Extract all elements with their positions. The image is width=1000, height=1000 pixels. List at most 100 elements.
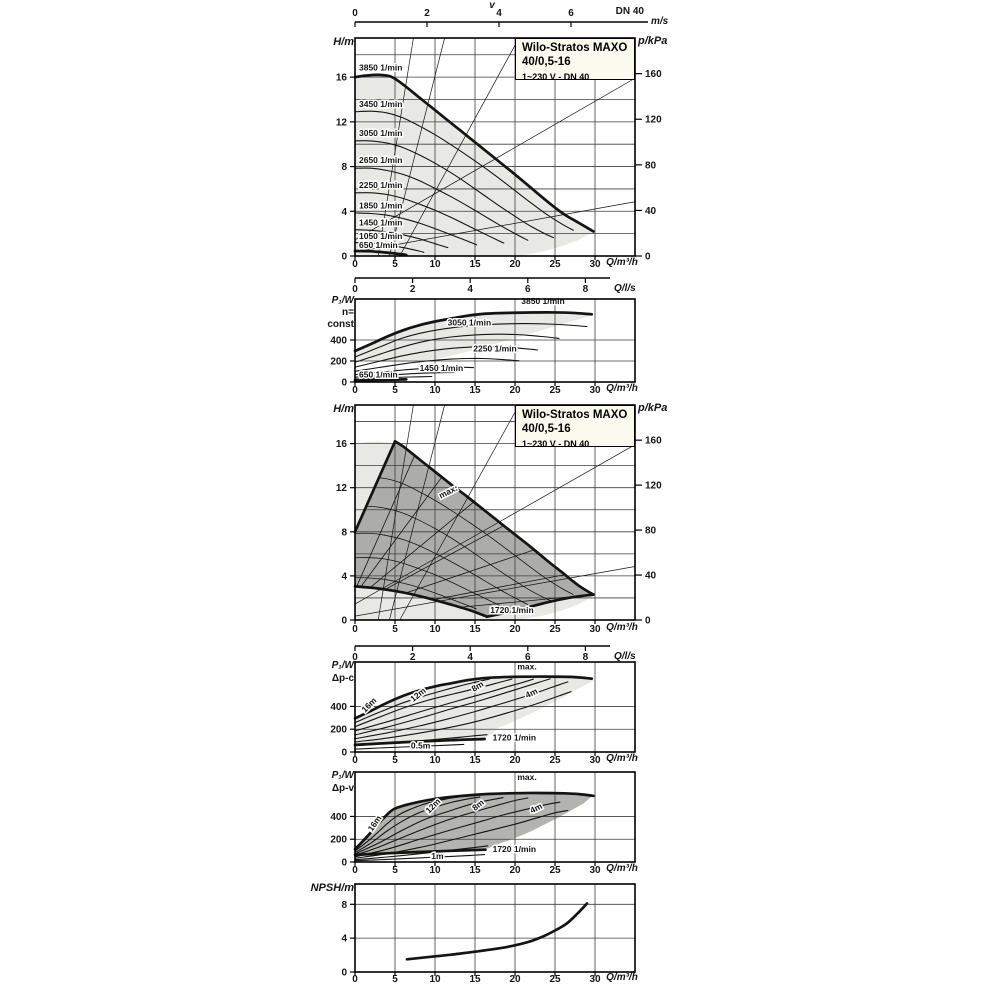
ls-tick-label: 6 bbox=[525, 284, 531, 295]
x-tick-label: 15 bbox=[469, 624, 481, 635]
dpv-label: Δp-v bbox=[331, 783, 354, 794]
x-tick-label: 20 bbox=[509, 385, 521, 396]
curve-label: 2650 1/min bbox=[359, 155, 402, 165]
x-tick-label: 5 bbox=[392, 865, 398, 876]
curve-1050-1-min bbox=[354, 375, 433, 380]
curve-label: 2250 1/min bbox=[359, 180, 402, 190]
velocity-ref-line bbox=[377, 404, 414, 621]
kpa-tick-label: 80 bbox=[645, 526, 657, 537]
x-tick-label: 10 bbox=[429, 624, 441, 635]
x-tick-label: 25 bbox=[549, 385, 561, 396]
x-tick-label: 10 bbox=[429, 259, 441, 270]
x-tick-label: 0 bbox=[352, 259, 358, 270]
y-tick-label: 0 bbox=[341, 748, 347, 759]
x-tick-label: 20 bbox=[509, 865, 521, 876]
ls-tick-label: 4 bbox=[467, 652, 473, 663]
kpa-tick-label: 120 bbox=[645, 481, 662, 492]
y-tick-label: 200 bbox=[330, 725, 347, 736]
curve-1720-1-min bbox=[353, 848, 487, 857]
curve-2650-1-min bbox=[354, 346, 538, 368]
curve-650-1-min bbox=[353, 249, 408, 257]
curve-2650-1-min bbox=[354, 167, 529, 241]
y-tick-label: 16 bbox=[336, 439, 348, 450]
pump-name: Wilo-Stratos MAXO bbox=[522, 42, 628, 54]
curve-4m bbox=[354, 691, 572, 743]
kpa-tick-label: 40 bbox=[645, 206, 657, 217]
dn40-label: DN 40 bbox=[615, 6, 644, 17]
velocity-axis-label: v bbox=[489, 0, 495, 11]
ls-tick-label: 2 bbox=[410, 652, 416, 663]
curve-1720-1-min bbox=[353, 737, 486, 747]
curve-label: 3050 1/min bbox=[359, 128, 402, 138]
velocity-tick-label: 0 bbox=[352, 8, 358, 19]
pressure-axis-label-1: p/kPa bbox=[638, 35, 668, 47]
plot-border bbox=[354, 37, 636, 257]
title-box-1: Wilo-Stratos MAXO 40/0,5-16 1~230 V - DN… bbox=[515, 38, 635, 82]
plot-border bbox=[354, 883, 636, 973]
x-tick-label: 5 bbox=[392, 974, 398, 985]
x-tick-label: 15 bbox=[469, 755, 481, 766]
p1w-label: P₁/W bbox=[331, 660, 354, 671]
x-tick-label: 30 bbox=[589, 624, 601, 635]
curve-label: 1720 1/min bbox=[490, 605, 533, 615]
velocity-ref-line bbox=[354, 566, 636, 617]
y-tick-label: 200 bbox=[330, 356, 347, 367]
curve-max-16m bbox=[353, 675, 594, 720]
curve-1720-1-min bbox=[353, 585, 489, 619]
plot-border bbox=[354, 404, 636, 621]
curve-label: max. bbox=[517, 772, 536, 782]
velocity-tick-label: 6 bbox=[568, 8, 574, 19]
x-tick-label: 20 bbox=[509, 974, 521, 985]
curve-label: 1050 1/min bbox=[359, 231, 402, 241]
y-tick-label: 400 bbox=[330, 812, 347, 823]
velocity-tick-label: 4 bbox=[496, 8, 502, 19]
curve-label: 1m bbox=[431, 851, 444, 861]
chart-p1n: 3850 1/min 3050 1/min 2250 1/min 1450 1/min… bbox=[330, 295, 636, 396]
velocity-ref-line bbox=[354, 201, 636, 253]
curve-1m bbox=[354, 854, 486, 862]
curve-label: 1720 1/min bbox=[493, 733, 536, 743]
curve-14m bbox=[354, 678, 490, 724]
curve-label: 2250 1/min bbox=[473, 344, 516, 354]
curve-max-ramp bbox=[353, 440, 397, 534]
power-axis-label-nconst: P₁/W n= const bbox=[314, 294, 354, 330]
y-tick-label: 4 bbox=[341, 207, 347, 218]
curve-label: 3850 1/min bbox=[359, 62, 402, 72]
curve-label: 650 1/min bbox=[359, 370, 398, 380]
kpa-tick-label: 160 bbox=[645, 69, 662, 80]
curve-0.5m bbox=[354, 743, 465, 750]
y-tick-label: 8 bbox=[341, 162, 347, 173]
kpa-tick-label: 160 bbox=[645, 436, 662, 447]
y-tick-label: 16 bbox=[336, 73, 348, 84]
curve-3050-1-min bbox=[354, 140, 554, 239]
x-tick-label: 10 bbox=[429, 865, 441, 876]
x-tick-label: 30 bbox=[589, 865, 601, 876]
npsh-axis-label: NPSH/m bbox=[310, 882, 354, 894]
x-tick-label: 20 bbox=[509, 755, 521, 766]
x-tick-label: 15 bbox=[469, 259, 481, 270]
x-tick-label: 10 bbox=[429, 974, 441, 985]
x-tick-label: 0 bbox=[352, 974, 358, 985]
curve-2250-1-min bbox=[354, 357, 520, 372]
ls-tick-label: 6 bbox=[525, 652, 531, 663]
x-tick-label: 30 bbox=[589, 755, 601, 766]
flow-unit-label: Q/m³/h bbox=[606, 863, 638, 874]
kpa-tick-label: 120 bbox=[645, 115, 662, 126]
x-tick-label: 0 bbox=[352, 624, 358, 635]
flow-unit-label: Q/m³/h bbox=[606, 753, 638, 764]
ls-tick-label: 2 bbox=[410, 284, 416, 295]
y-tick-label: 4 bbox=[341, 571, 347, 582]
x-tick-label: 0 bbox=[352, 865, 358, 876]
curve-1450-1-min bbox=[354, 371, 455, 378]
operating-region bbox=[355, 74, 594, 257]
x-tick-label: 15 bbox=[469, 865, 481, 876]
curve-NPSH bbox=[405, 902, 589, 961]
flow-unit-label: Q/m³/h bbox=[606, 383, 638, 394]
ls-tick-label: 8 bbox=[583, 284, 589, 295]
power-axis-label-dpv: P₁/W Δp-v bbox=[314, 768, 354, 794]
kpa-tick-label: 0 bbox=[645, 252, 651, 263]
